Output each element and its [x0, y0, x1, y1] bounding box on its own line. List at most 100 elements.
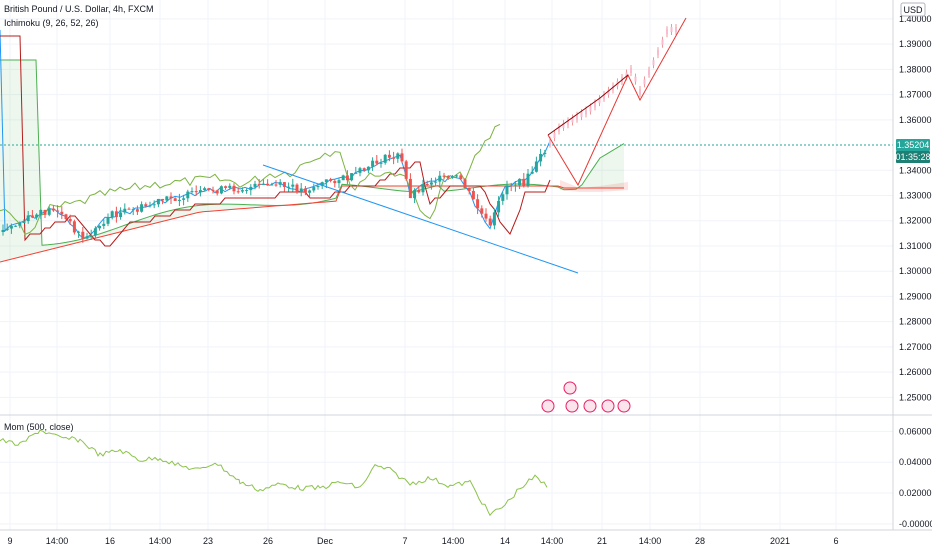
- candle-body: [156, 198, 160, 205]
- candle-body: [492, 212, 496, 226]
- projected-candle-body: [661, 39, 664, 45]
- candle-body: [320, 182, 324, 186]
- event-marker-icon: [617, 399, 631, 413]
- y-tick-label: 1.31000: [899, 241, 932, 251]
- candle-body: [467, 187, 471, 191]
- candle-body: [522, 178, 526, 186]
- candle-body: [51, 208, 55, 211]
- event-marker-icon: [563, 381, 577, 395]
- projected-candle-body: [634, 76, 637, 82]
- x-tick-label: 2021: [770, 536, 790, 546]
- candle-body: [387, 154, 391, 158]
- projected-candle-body: [580, 112, 583, 118]
- candle-body: [85, 236, 89, 239]
- candle-body: [81, 231, 85, 239]
- projected-candle-body: [603, 93, 605, 99]
- candle-body: [211, 189, 215, 191]
- x-tick-label: 9: [7, 536, 12, 546]
- candle-body: [371, 160, 375, 167]
- candle-body: [379, 162, 383, 164]
- y-tick-label: 1.40000: [899, 14, 932, 24]
- projected-candle-body: [607, 89, 610, 95]
- x-tick-label: 14:00: [46, 536, 69, 546]
- candle-body: [98, 225, 102, 229]
- x-tick-label: 14:00: [541, 536, 564, 546]
- y-tick-label: 1.30000: [899, 266, 932, 276]
- projected-candle-body: [652, 60, 655, 66]
- candle-body: [177, 199, 181, 201]
- projected-candle-body: [670, 27, 673, 32]
- candle-body: [22, 221, 26, 223]
- projected-candle-body: [643, 79, 646, 85]
- candle-body: [295, 184, 299, 193]
- kijun-line: [0, 35, 551, 247]
- x-tick-label: 16: [105, 536, 115, 546]
- candle-body: [526, 173, 530, 186]
- currency-badge[interactable]: USD: [900, 2, 926, 17]
- candle-body: [26, 215, 30, 222]
- candle-body: [236, 191, 240, 193]
- candle-body: [345, 175, 349, 181]
- descending-trendline: [262, 164, 579, 274]
- projection-channel: [547, 74, 629, 136]
- y-tick-label: 1.33000: [899, 191, 932, 201]
- candle-body: [417, 190, 421, 193]
- candle-body: [144, 204, 148, 207]
- projected-candle-body: [657, 50, 659, 56]
- candle-body: [278, 182, 282, 185]
- candle-body: [442, 175, 446, 177]
- ichimoku-lines: [0, 29, 551, 247]
- projected-candle-body: [666, 29, 668, 35]
- y-tick-label: 1.34000: [899, 165, 932, 175]
- candle-body: [396, 153, 400, 159]
- candle-body: [106, 217, 110, 224]
- projected-candle-body: [585, 109, 587, 115]
- candle-body: [135, 209, 139, 212]
- candle-body: [404, 161, 408, 179]
- candle-body: [425, 184, 429, 186]
- cloud-fill-bearish: [560, 180, 628, 192]
- momentum-panel: [0, 429, 548, 517]
- candle-body: [497, 200, 501, 213]
- candle-body: [198, 190, 202, 193]
- leading-span-b: [0, 185, 624, 263]
- candle-body: [350, 173, 354, 181]
- candle-body: [14, 225, 18, 227]
- annotations: [262, 17, 687, 413]
- candle-body: [257, 183, 261, 185]
- price-badge: 1.35204: [896, 139, 930, 151]
- candle-body: [287, 186, 291, 188]
- candle-body: [291, 184, 295, 187]
- candle-body: [43, 209, 47, 215]
- candle-body: [207, 188, 211, 190]
- projected-candle-body: [612, 85, 614, 91]
- candle-body: [224, 186, 228, 188]
- projected-candle-body: [558, 126, 560, 132]
- y-tick-label: 0.06000: [899, 426, 932, 436]
- y-tick-label: 1.36000: [899, 115, 932, 125]
- candle-body: [249, 186, 253, 191]
- y-tick-label: 1.29000: [899, 291, 932, 301]
- candle-body: [161, 198, 165, 201]
- candle-body: [140, 204, 144, 212]
- candle-body: [484, 213, 488, 219]
- candle-body: [383, 154, 387, 163]
- event-marker-icon: [565, 399, 579, 413]
- candle-body: [299, 188, 303, 193]
- candle-body: [434, 181, 438, 183]
- candle-body: [375, 160, 379, 164]
- candle-body: [530, 171, 534, 174]
- candle-body: [421, 184, 425, 193]
- y-tick-label: 1.32000: [899, 216, 932, 226]
- x-tick-label: 7: [402, 536, 407, 546]
- candle-body: [30, 215, 34, 218]
- price-badge-value: 1.35204: [897, 140, 930, 150]
- projected-candle-body: [567, 120, 569, 126]
- candle-body: [316, 185, 320, 188]
- candle-body: [152, 204, 156, 206]
- candle-body: [446, 175, 450, 178]
- candle-body: [266, 183, 270, 186]
- candle-body: [476, 199, 480, 209]
